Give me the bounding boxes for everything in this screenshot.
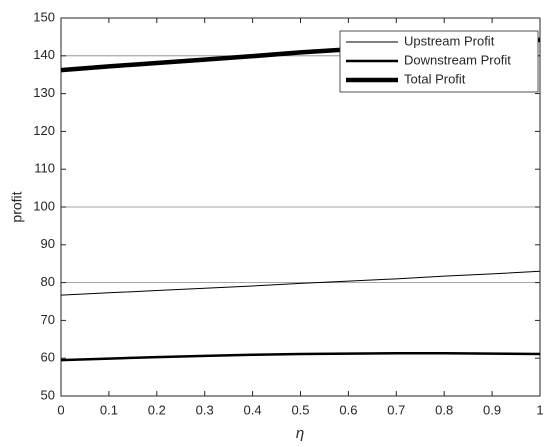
x-tick-label: 0.1 xyxy=(100,402,118,417)
y-tick-label: 90 xyxy=(41,236,55,251)
legend: Upstream Profit Downstream Profit Total Pr… xyxy=(339,30,539,93)
plot-frame xyxy=(60,17,541,397)
y-tick-label: 140 xyxy=(33,47,55,62)
series-line xyxy=(60,352,541,362)
legend-label: Upstream Profit xyxy=(404,33,495,48)
x-tick-label: 0.6 xyxy=(339,402,357,417)
y-tick-label: 50 xyxy=(41,387,55,402)
x-axis-label: η xyxy=(296,425,304,442)
y-tick-label: 100 xyxy=(33,198,55,213)
legend-label: Downstream Profit xyxy=(404,52,511,67)
y-tick-label: 80 xyxy=(41,274,55,289)
series-line xyxy=(60,270,541,296)
x-tick-label: 0.5 xyxy=(291,402,309,417)
y-tick-label: 150 xyxy=(33,9,55,24)
y-tick-label: 70 xyxy=(41,312,55,327)
x-tick-label: 0.8 xyxy=(435,402,453,417)
y-tick-label: 120 xyxy=(33,123,55,138)
x-tick-label: 0.3 xyxy=(196,402,214,417)
y-axis-label: profit xyxy=(9,191,25,222)
x-tick-label: 0.4 xyxy=(244,402,262,417)
y-tick-label: 110 xyxy=(34,161,55,176)
x-tick-label: 0.7 xyxy=(387,402,405,417)
legend-label: Total Profit xyxy=(404,71,466,86)
x-tick-label: 0 xyxy=(57,402,64,417)
x-tick-label: 0.2 xyxy=(148,402,166,417)
y-tick-label: 130 xyxy=(33,85,55,100)
x-tick-label: 0.9 xyxy=(483,402,501,417)
x-tick-label: 1 xyxy=(536,402,543,417)
y-tick-label: 60 xyxy=(41,350,55,365)
